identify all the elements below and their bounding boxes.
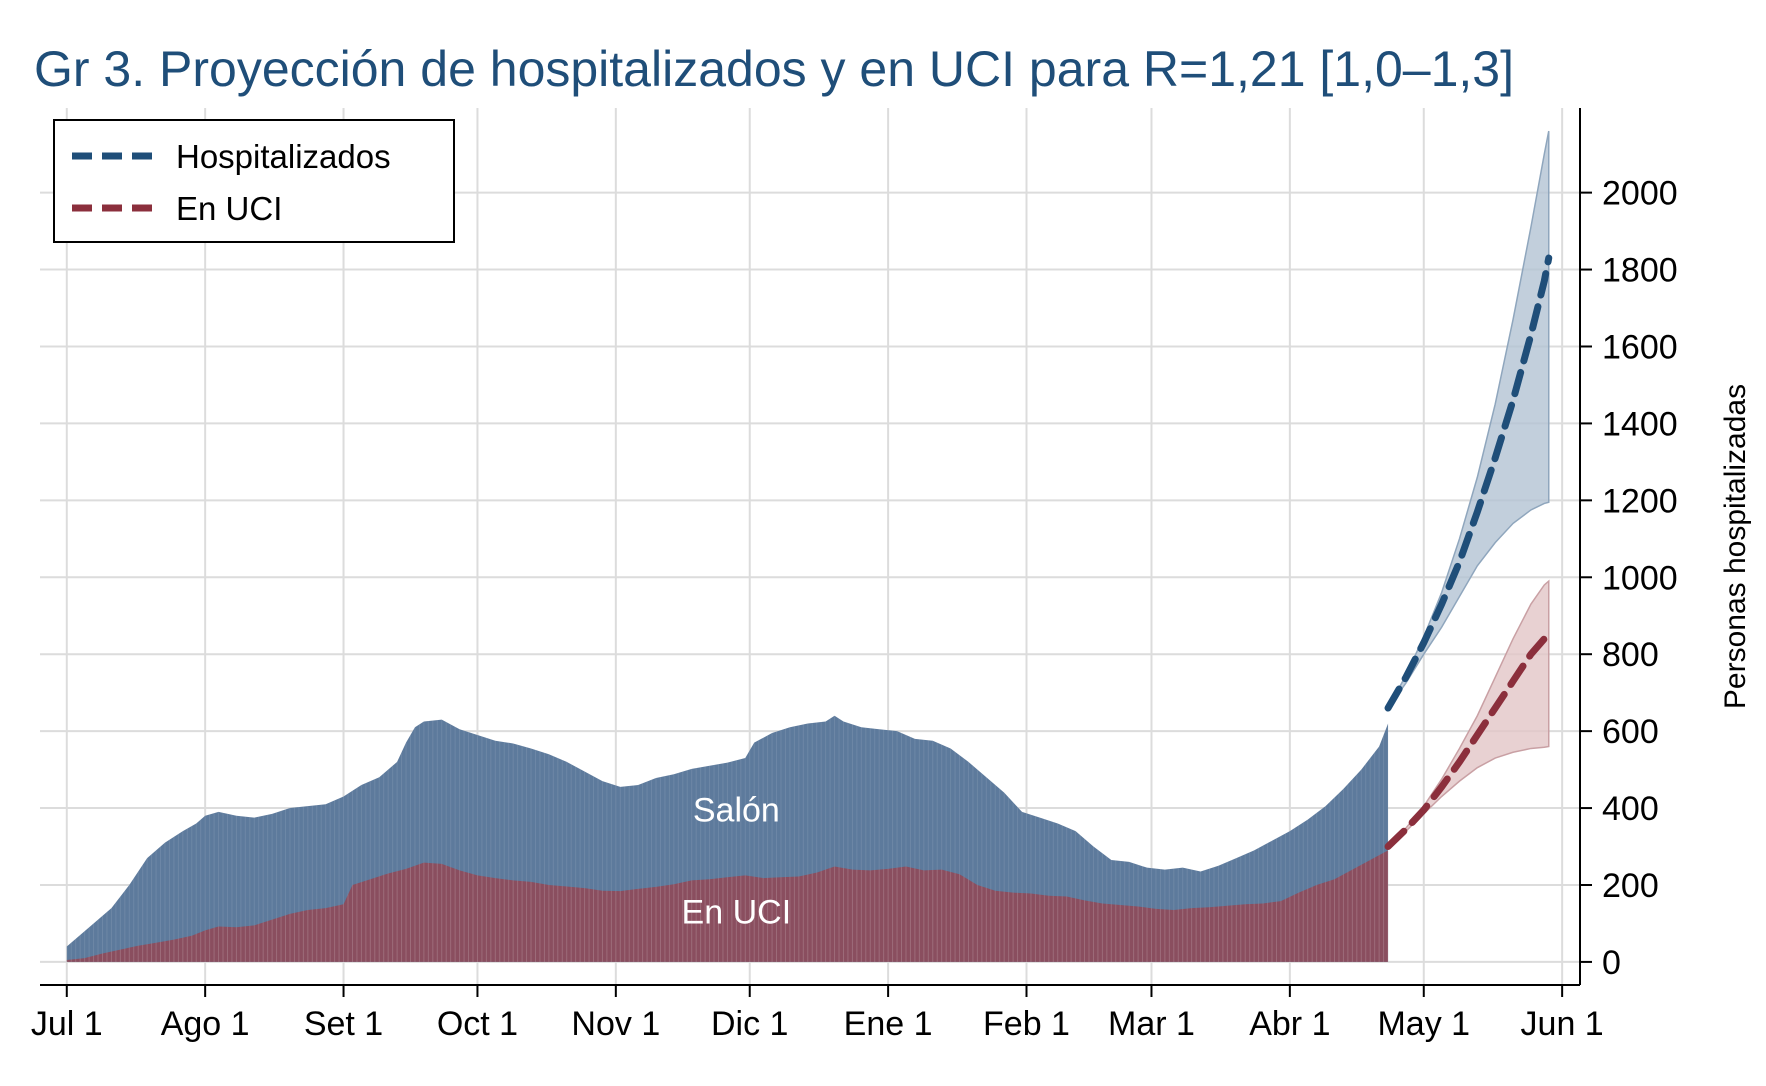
y-tick-label: 1600 (1602, 328, 1678, 366)
hosp-projection-line (1384, 254, 1553, 712)
projection-bands (1387, 130, 1550, 848)
projection-lines (1384, 254, 1553, 851)
x-tick-label: Set 1 (304, 1005, 383, 1043)
y-axis-label: Personas hospitalizadas (1719, 384, 1752, 709)
x-tick-label: Jul 1 (31, 1005, 103, 1043)
y-tick-label: 1800 (1602, 252, 1678, 290)
x-tick-label: Jun 1 (1521, 1005, 1604, 1043)
y-tick-label: 1400 (1602, 405, 1678, 443)
y-tick-label: 200 (1602, 867, 1659, 905)
x-tick-label: Ago 1 (161, 1005, 250, 1043)
y-tick-label: 800 (1602, 636, 1659, 674)
x-tick-label: Mar 1 (1108, 1005, 1195, 1043)
hosp-projection-band (1387, 130, 1550, 709)
salon-area-label: Salón (693, 792, 780, 830)
uci-projection-band (1387, 579, 1550, 848)
y-tick-label: 1200 (1602, 482, 1678, 520)
observed-areas (66, 715, 1389, 962)
x-tick-label: Ene 1 (844, 1005, 933, 1043)
uci-area (66, 850, 1389, 962)
axes: Jul 1 Ago 1 Set 1 Oct 1 Nov 1 Dic 1 Ene 1 Feb 1… (31, 108, 1752, 1043)
x-tick-label: Feb 1 (983, 1005, 1070, 1043)
y-tick-label: 2000 (1602, 175, 1678, 213)
y-tick-label: 600 (1602, 713, 1659, 751)
uci-projection-line (1384, 631, 1553, 851)
y-tick-label: 400 (1602, 790, 1659, 828)
x-tick-label: May 1 (1377, 1005, 1470, 1043)
y-tick-label: 0 (1602, 944, 1621, 982)
x-tick-label: Nov 1 (571, 1005, 660, 1043)
legend-label: En UCI (176, 190, 282, 227)
x-tick-label: Dic 1 (711, 1005, 788, 1043)
chart-title: Gr 3. Proyección de hospitalizados y en … (34, 41, 1515, 97)
x-tick-label: Oct 1 (437, 1005, 518, 1043)
area-labels: Salón En UCI (682, 792, 792, 932)
legend-label: Hospitalizados (176, 138, 391, 175)
x-tick-label: Abr 1 (1249, 1005, 1330, 1043)
legend-box (53, 119, 455, 243)
y-tick-label: 1000 (1602, 559, 1678, 597)
legend: Hospitalizados En UCI (53, 119, 455, 243)
uci-area-label: En UCI (682, 893, 792, 931)
